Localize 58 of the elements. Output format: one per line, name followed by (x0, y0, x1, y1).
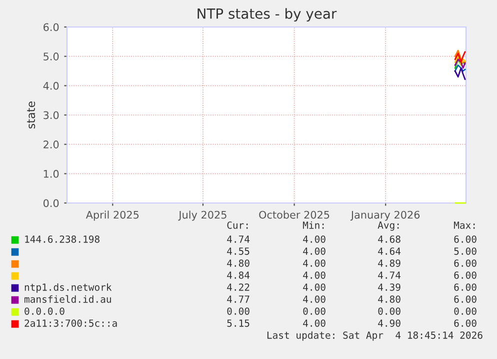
text: 6.00 (454, 259, 476, 267)
y-tick-label: 3.0 (44, 111, 59, 120)
y-tick-label: 1.0 (44, 170, 59, 178)
text: 5.15 (227, 320, 250, 327)
text: Max: (454, 222, 475, 229)
text: Cur: (227, 221, 248, 229)
text: Last update: Sat Apr 4 18:45:14 2026 (267, 331, 482, 341)
text: 4.80 (227, 259, 250, 267)
text: 0.00 (378, 307, 400, 315)
text: 6.00 (454, 235, 476, 243)
text: 0.00 (454, 307, 476, 315)
chart-title: NTP states - by year (198, 8, 337, 22)
text: Min: (302, 221, 324, 229)
text: 6.00 (454, 295, 476, 303)
text: 4.00 (303, 319, 326, 327)
x-tick-label: July 2025 (178, 210, 226, 221)
text: 4.00 (303, 247, 326, 255)
y-tick-label: 2.0 (44, 140, 59, 148)
text: 4.39 (378, 283, 400, 291)
text: 5.00 (454, 247, 476, 255)
text: 4.64 (378, 247, 401, 255)
x-tick-label: January 2026 (350, 210, 420, 221)
text: 4.89 (378, 259, 400, 267)
text: 4.00 (303, 295, 326, 303)
text: 4.68 (378, 235, 400, 243)
text: 4.00 (303, 283, 326, 291)
text: 4.22 (227, 283, 250, 291)
text: 6.00 (454, 271, 476, 279)
x-tick-label: October 2025 (259, 210, 330, 219)
text: 4.74 (227, 236, 250, 243)
x-tick-label: April 2025 (86, 210, 139, 221)
text: 4.55 (227, 248, 250, 255)
y-tick-label: 5.0 (44, 52, 59, 60)
text: 4.90 (378, 319, 400, 327)
y-tick-label: 4.0 (43, 82, 59, 90)
text: 4.00 (303, 235, 326, 243)
text: 4.74 (378, 272, 401, 279)
text: 4.00 (303, 271, 326, 279)
y-axis-title: state (27, 102, 36, 128)
text: 0.00 (303, 307, 326, 315)
y-tick-label: 0.0 (43, 199, 59, 208)
legend-label: ntp1.ds.network (24, 283, 112, 293)
line-series (454, 56, 466, 66)
legend-label: mansfield.id.au (24, 295, 111, 303)
text: 4.80 (378, 295, 400, 303)
text: Avg: (378, 222, 399, 231)
text: 0.00 (227, 307, 250, 315)
line-series (454, 58, 466, 69)
y-tick-label: 6.0 (44, 23, 59, 32)
text: 6.00 (454, 319, 476, 327)
text: 4.77 (227, 296, 250, 303)
legend-label: 0.0.0.0 (24, 307, 64, 315)
text: 4.84 (227, 271, 250, 279)
line-series (454, 67, 466, 80)
legend-label: 2a11:3:700:5c::a (24, 319, 117, 327)
text: 4.00 (303, 259, 326, 267)
legend-label: 144.6.238.198 (25, 235, 100, 243)
text: 6.00 (454, 283, 476, 291)
